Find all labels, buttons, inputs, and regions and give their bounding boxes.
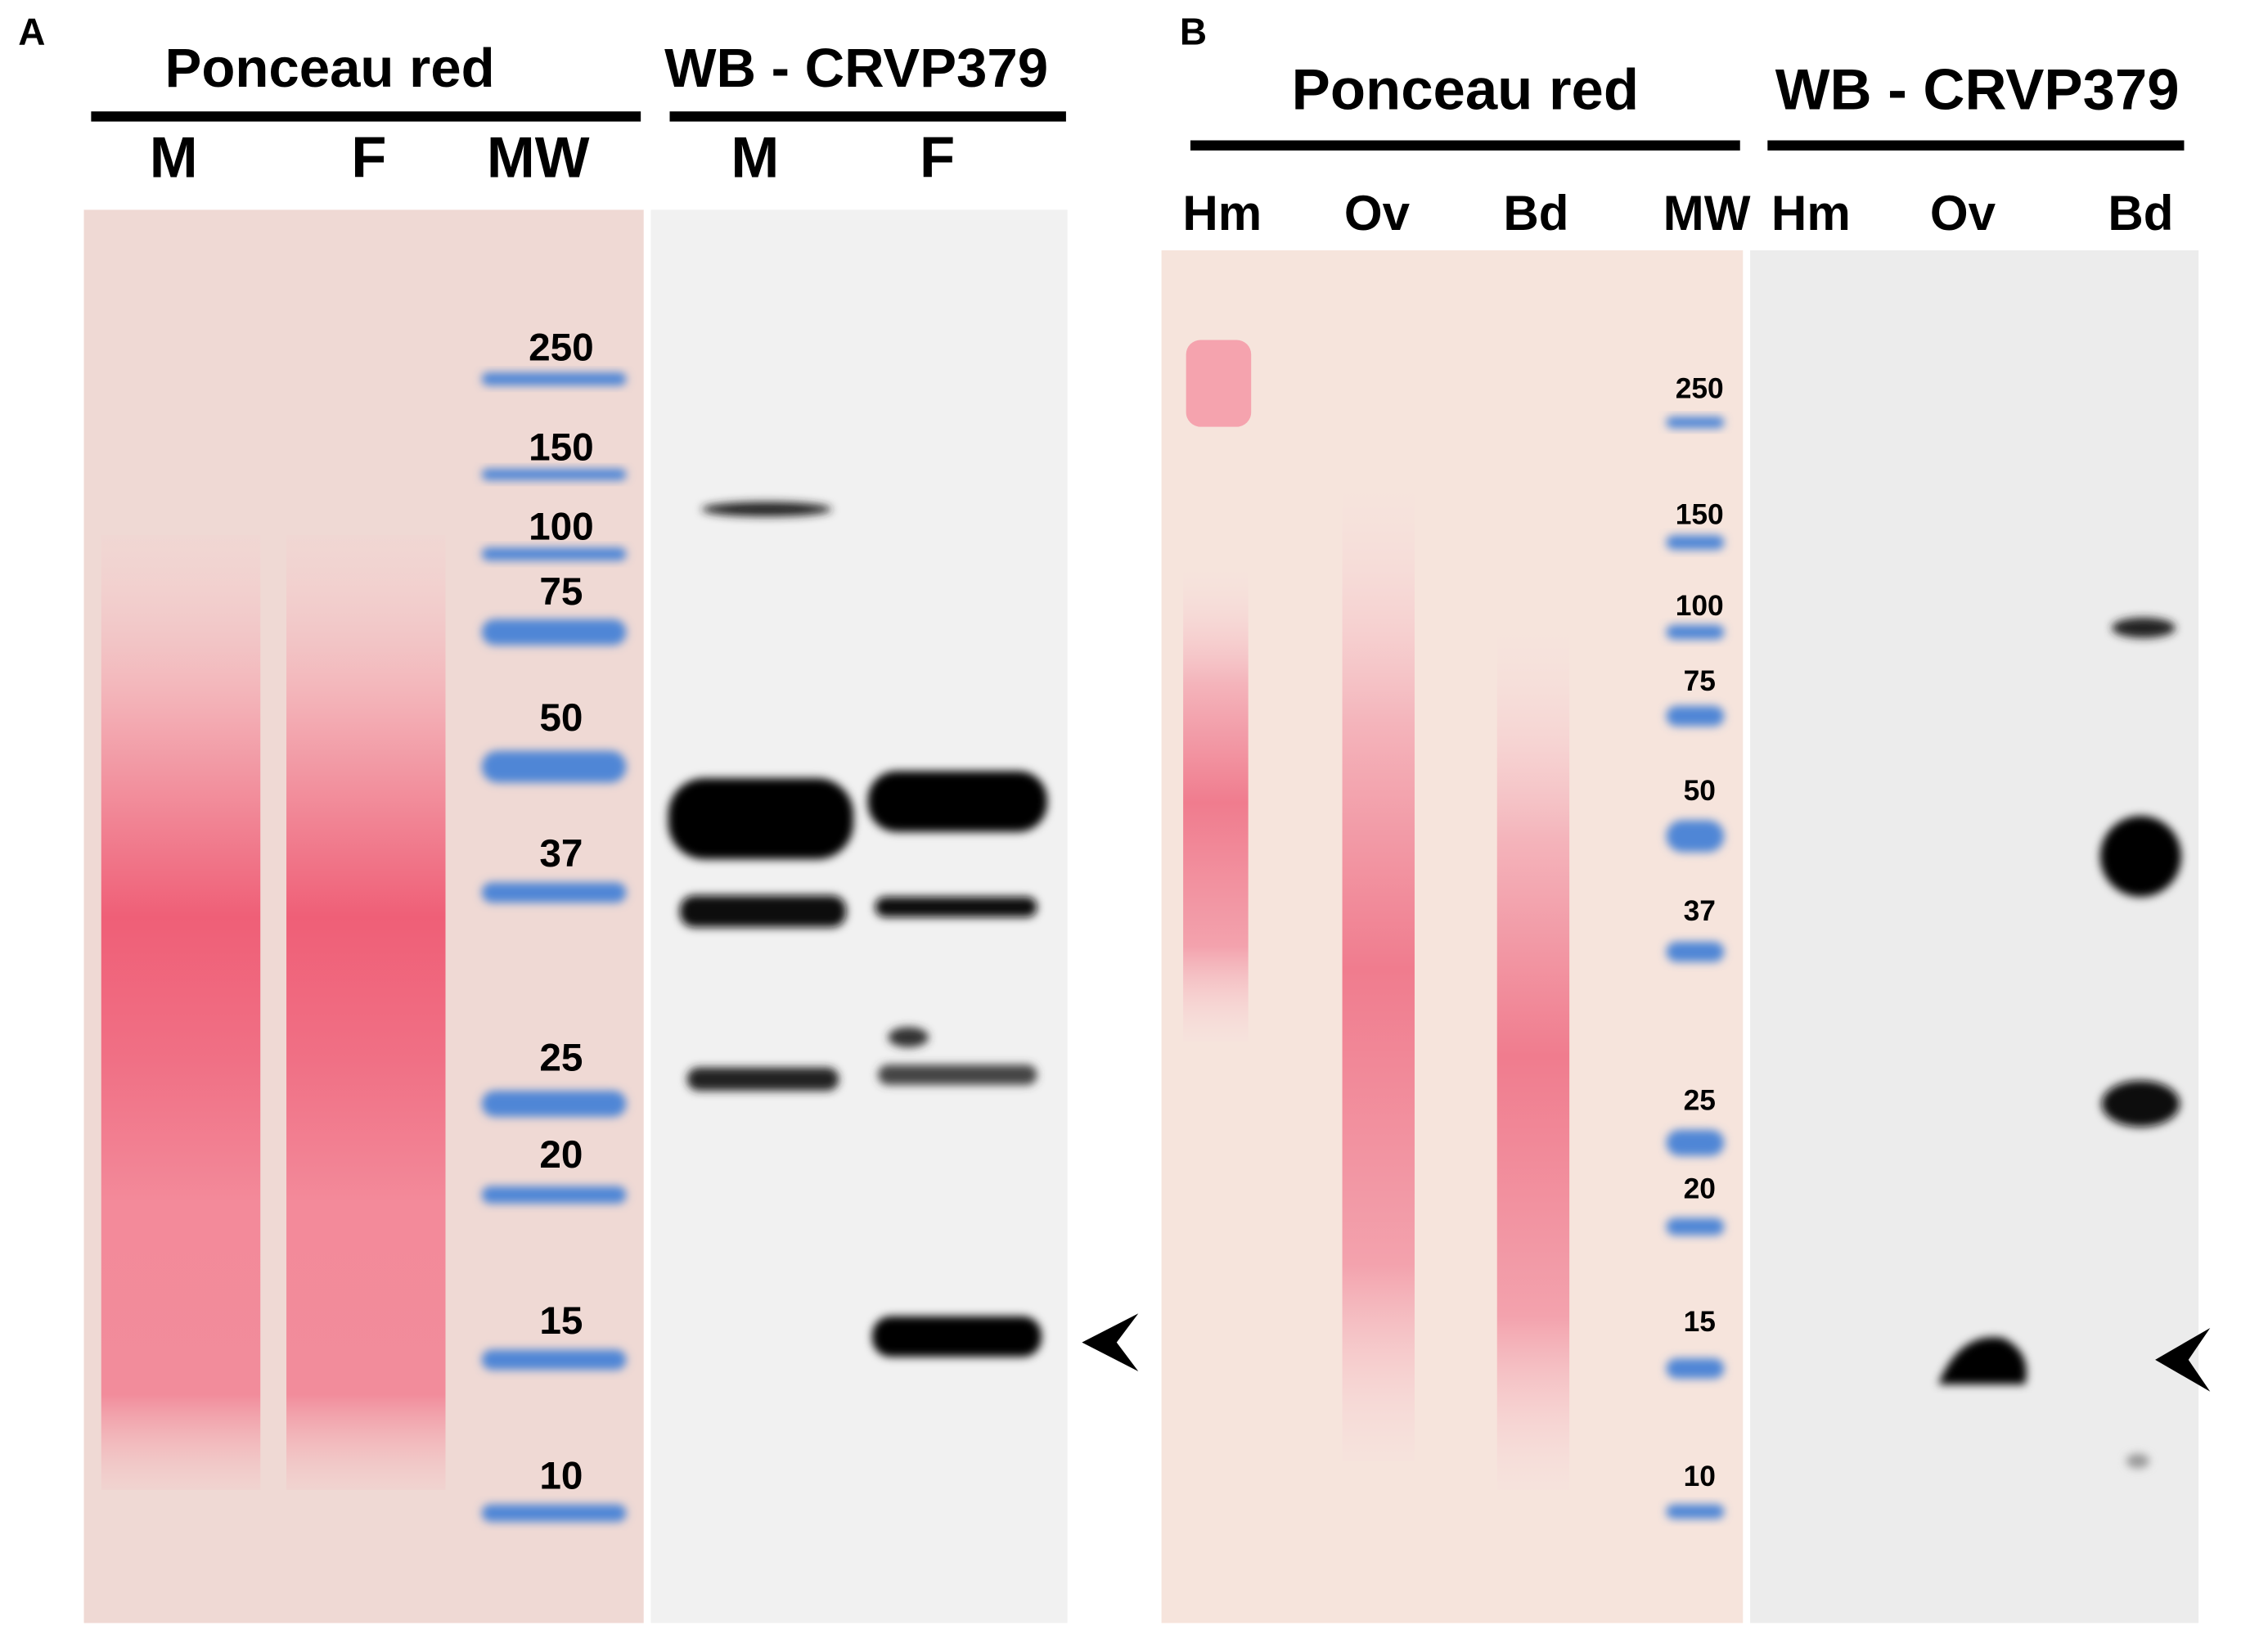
arrowhead xyxy=(2155,1327,2211,1392)
ladder-band xyxy=(1666,624,1725,640)
lane-label: Bd xyxy=(2108,186,2173,241)
ponceau-membrane xyxy=(1161,250,1744,1623)
lane-label: Ov xyxy=(1930,186,1996,241)
ladder-band xyxy=(1666,1129,1725,1156)
marker-label: 25 xyxy=(1684,1085,1716,1117)
lane-label: M xyxy=(731,125,779,190)
ladder-band xyxy=(1666,820,1725,853)
ladder-band xyxy=(1666,535,1725,550)
lane-label: Hm xyxy=(1182,186,1262,241)
ladder-band xyxy=(1666,1358,1725,1379)
lane-smear xyxy=(1496,622,1570,1490)
blot-membrane xyxy=(1750,250,2199,1623)
ladder-band xyxy=(481,468,627,480)
wb-bands xyxy=(668,502,1047,1357)
lane-label: Hm xyxy=(1771,186,1851,241)
band xyxy=(1186,340,1252,427)
lane-label: Bd xyxy=(1503,186,1568,241)
marker-label: 50 xyxy=(539,696,583,740)
ladder-band xyxy=(1666,1504,1725,1519)
lane-label: F xyxy=(920,125,955,190)
ladder-band xyxy=(1666,941,1725,962)
lane-label: MW xyxy=(1663,186,1751,241)
marker-label: 150 xyxy=(1676,499,1724,531)
lane-smear xyxy=(101,535,261,1490)
lane-label: F xyxy=(351,125,386,190)
ladder-band xyxy=(1666,705,1725,727)
group-rule xyxy=(1767,140,2185,151)
group-rule xyxy=(91,111,641,122)
lane-label: M xyxy=(150,125,198,190)
marker-label: 150 xyxy=(529,425,594,469)
marker-label: 20 xyxy=(539,1133,583,1177)
marker-label: 75 xyxy=(1684,665,1716,697)
group-title: Ponceau red xyxy=(165,38,495,99)
ladder-band xyxy=(481,882,627,903)
ladder-band xyxy=(481,750,627,783)
ladder-band xyxy=(1666,1218,1725,1236)
ladder-band xyxy=(481,547,627,561)
group-title: WB - CRVP379 xyxy=(1775,57,2180,122)
marker-label: 100 xyxy=(1676,590,1724,622)
marker-label: 15 xyxy=(1684,1306,1716,1338)
arrowhead xyxy=(1082,1313,1139,1371)
ladder-band xyxy=(481,1091,627,1117)
lane-smear xyxy=(1342,477,1415,1461)
ladder-band xyxy=(481,372,627,386)
marker-label: 25 xyxy=(539,1037,583,1080)
panel-label: B xyxy=(1180,11,1207,53)
ladder-band xyxy=(1666,416,1725,429)
ladder-band xyxy=(481,1186,627,1204)
group-title: Ponceau red xyxy=(1292,57,1639,122)
wb-bands xyxy=(1937,617,2181,1469)
group-rule xyxy=(669,111,1066,122)
marker-label: 250 xyxy=(529,326,594,369)
marker-label: 10 xyxy=(1684,1461,1716,1492)
lane-label: Ov xyxy=(1344,186,1411,241)
ladder-band xyxy=(481,1504,627,1522)
marker-label: 20 xyxy=(1684,1173,1716,1204)
ladder-band xyxy=(481,619,627,646)
marker-label: 100 xyxy=(529,506,594,549)
lane-label: MW xyxy=(487,125,590,190)
ladder-band xyxy=(481,1349,627,1371)
marker-label: 37 xyxy=(1684,895,1716,927)
marker-label: 250 xyxy=(1676,373,1724,405)
marker-label: 15 xyxy=(539,1299,583,1343)
marker-label: 10 xyxy=(539,1454,583,1497)
group-title: WB - CRVP379 xyxy=(664,38,1048,99)
panel-label: A xyxy=(18,11,45,53)
lane-smear xyxy=(1183,564,1249,1042)
lane-smear xyxy=(286,535,446,1490)
marker-label: 75 xyxy=(539,570,583,614)
group-rule xyxy=(1190,140,1740,151)
marker-label: 37 xyxy=(539,832,583,876)
marker-label: 50 xyxy=(1684,775,1716,807)
